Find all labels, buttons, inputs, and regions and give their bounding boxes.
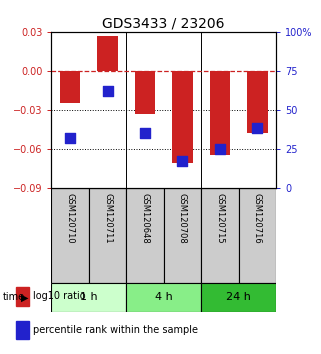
Text: ▶: ▶	[21, 292, 28, 302]
Bar	[126, 188, 164, 283]
Bar	[201, 283, 276, 312]
Bar	[16, 321, 29, 339]
Text: 1 h: 1 h	[80, 292, 98, 302]
Bar	[51, 188, 89, 283]
Bar	[89, 188, 126, 283]
Text: GSM120711: GSM120711	[103, 193, 112, 244]
Bar	[97, 36, 118, 71]
Point	[67, 135, 73, 141]
Bar	[247, 71, 268, 133]
Bar	[164, 188, 201, 283]
Point	[143, 130, 148, 136]
Text: time: time	[3, 292, 25, 302]
Bar	[16, 287, 29, 306]
Text: GSM120710: GSM120710	[65, 193, 74, 244]
Bar	[201, 188, 239, 283]
Bar	[210, 71, 230, 155]
Bar	[60, 71, 80, 103]
Bar	[239, 188, 276, 283]
Text: 4 h: 4 h	[155, 292, 173, 302]
Text: GSM120648: GSM120648	[141, 193, 150, 244]
Point	[105, 88, 110, 94]
Bar	[172, 71, 193, 163]
Text: log10 ratio: log10 ratio	[33, 291, 86, 301]
Text: GSM120716: GSM120716	[253, 193, 262, 244]
Point	[217, 146, 222, 152]
Bar	[126, 283, 201, 312]
Title: GDS3433 / 23206: GDS3433 / 23206	[102, 17, 225, 31]
Bar	[51, 283, 126, 312]
Point	[180, 158, 185, 164]
Text: 24 h: 24 h	[226, 292, 251, 302]
Point	[255, 126, 260, 131]
Text: GSM120715: GSM120715	[215, 193, 224, 244]
Text: percentile rank within the sample: percentile rank within the sample	[33, 325, 198, 335]
Text: GSM120708: GSM120708	[178, 193, 187, 244]
Bar	[135, 71, 155, 114]
